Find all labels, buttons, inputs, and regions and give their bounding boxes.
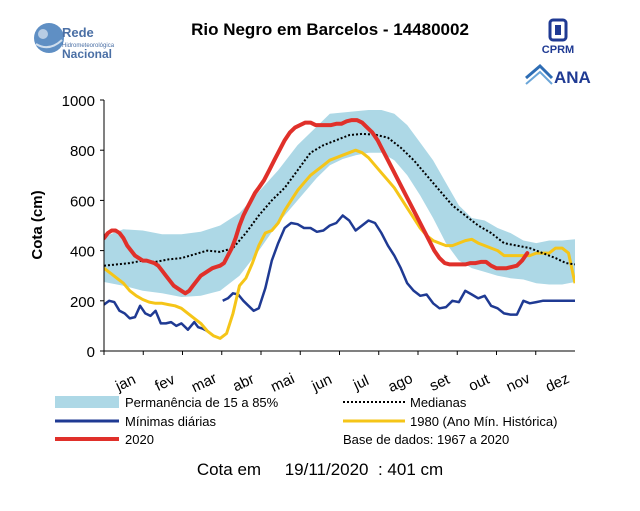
readout-value: : 401 cm [377, 460, 444, 479]
cprm-logo: CPRM [542, 18, 574, 56]
x-tick-label: mar [189, 370, 220, 396]
rede-hidrometeorologica-logo: Rede Hidrometeorológica Nacional [34, 23, 115, 61]
x-tick-label: jan [112, 371, 138, 395]
x-tick-label: abr [230, 371, 257, 396]
x-tick-label: fev [152, 371, 178, 395]
globe-icon [34, 23, 64, 53]
legend: Permanência de 15 a 85% Medianas Mínimas… [55, 395, 557, 447]
logo-nacional-text: Nacional [62, 47, 112, 61]
current-level-readout: Cota em 19/11/2020 : 401 cm [0, 460, 640, 480]
band-area [104, 110, 575, 298]
legend-swatch-band [55, 396, 119, 408]
band-layer [104, 110, 575, 298]
legend-label-band: Permanência de 15 a 85% [125, 395, 279, 410]
x-tick-label: dez [543, 370, 572, 396]
x-tick-label: mai [268, 370, 297, 396]
x-ticks: jan fev mar abr mai jun jul ago set out nov dez [103, 351, 572, 396]
ana-wave-icon-2 [525, 70, 553, 85]
series-2020-line [104, 118, 530, 296]
legend-label-median: Medianas [410, 395, 467, 410]
cprm-emblem-core [555, 25, 561, 35]
x-tick-label: set [427, 371, 453, 395]
y-tick-label: 400 [70, 244, 95, 261]
cprm-logo-text: CPRM [542, 44, 574, 56]
ana-logo: ANA [525, 63, 591, 87]
x-tick-label: jun [308, 371, 334, 395]
cprm-emblem-icon [548, 18, 568, 42]
logo-hidro-text: Hidrometeorológica [62, 43, 115, 49]
x-tick-label: jul [350, 372, 372, 394]
y-tick-label: 1000 [62, 93, 95, 110]
legend-label-1980: 1980 (Ano Mín. Histórica) [410, 414, 557, 429]
y-axis-label: Cota (cm) [29, 190, 46, 259]
series-minimas-line-1 [222, 214, 575, 316]
y-ticks: 0 200 400 600 800 1000 [62, 93, 104, 361]
y-tick-label: 600 [70, 193, 95, 210]
chart-title: Rio Negro em Barcelos - 14480002 [191, 20, 469, 39]
legend-label-2020: 2020 [125, 432, 154, 447]
ana-wave-icon [525, 63, 554, 80]
readout-label: Cota em [196, 460, 262, 479]
legend-database-note: Base de dados: 1967 a 2020 [343, 432, 509, 447]
ana-logo-text: ANA [554, 68, 591, 87]
series-layer [104, 118, 575, 340]
y-tick-label: 800 [70, 143, 95, 160]
legend-label-minimas: Mínimas diárias [125, 414, 217, 429]
y-tick-label: 0 [87, 344, 95, 361]
series-median-line [104, 132, 575, 267]
logo-rede-text: Rede [62, 25, 94, 40]
globe-wave [35, 39, 63, 49]
x-tick-label: nov [504, 370, 534, 396]
y-tick-label: 200 [70, 294, 95, 311]
chart-canvas: Rede Hidrometeorológica Nacional Rio Neg… [29, 18, 591, 447]
x-tick-label: ago [386, 370, 416, 396]
globe-highlight [38, 29, 48, 39]
readout-date: 19/11/2020 [284, 460, 369, 479]
series-minimas-line-0 [104, 299, 208, 333]
x-tick-label: out [466, 370, 493, 395]
series-1980-line [104, 148, 575, 340]
